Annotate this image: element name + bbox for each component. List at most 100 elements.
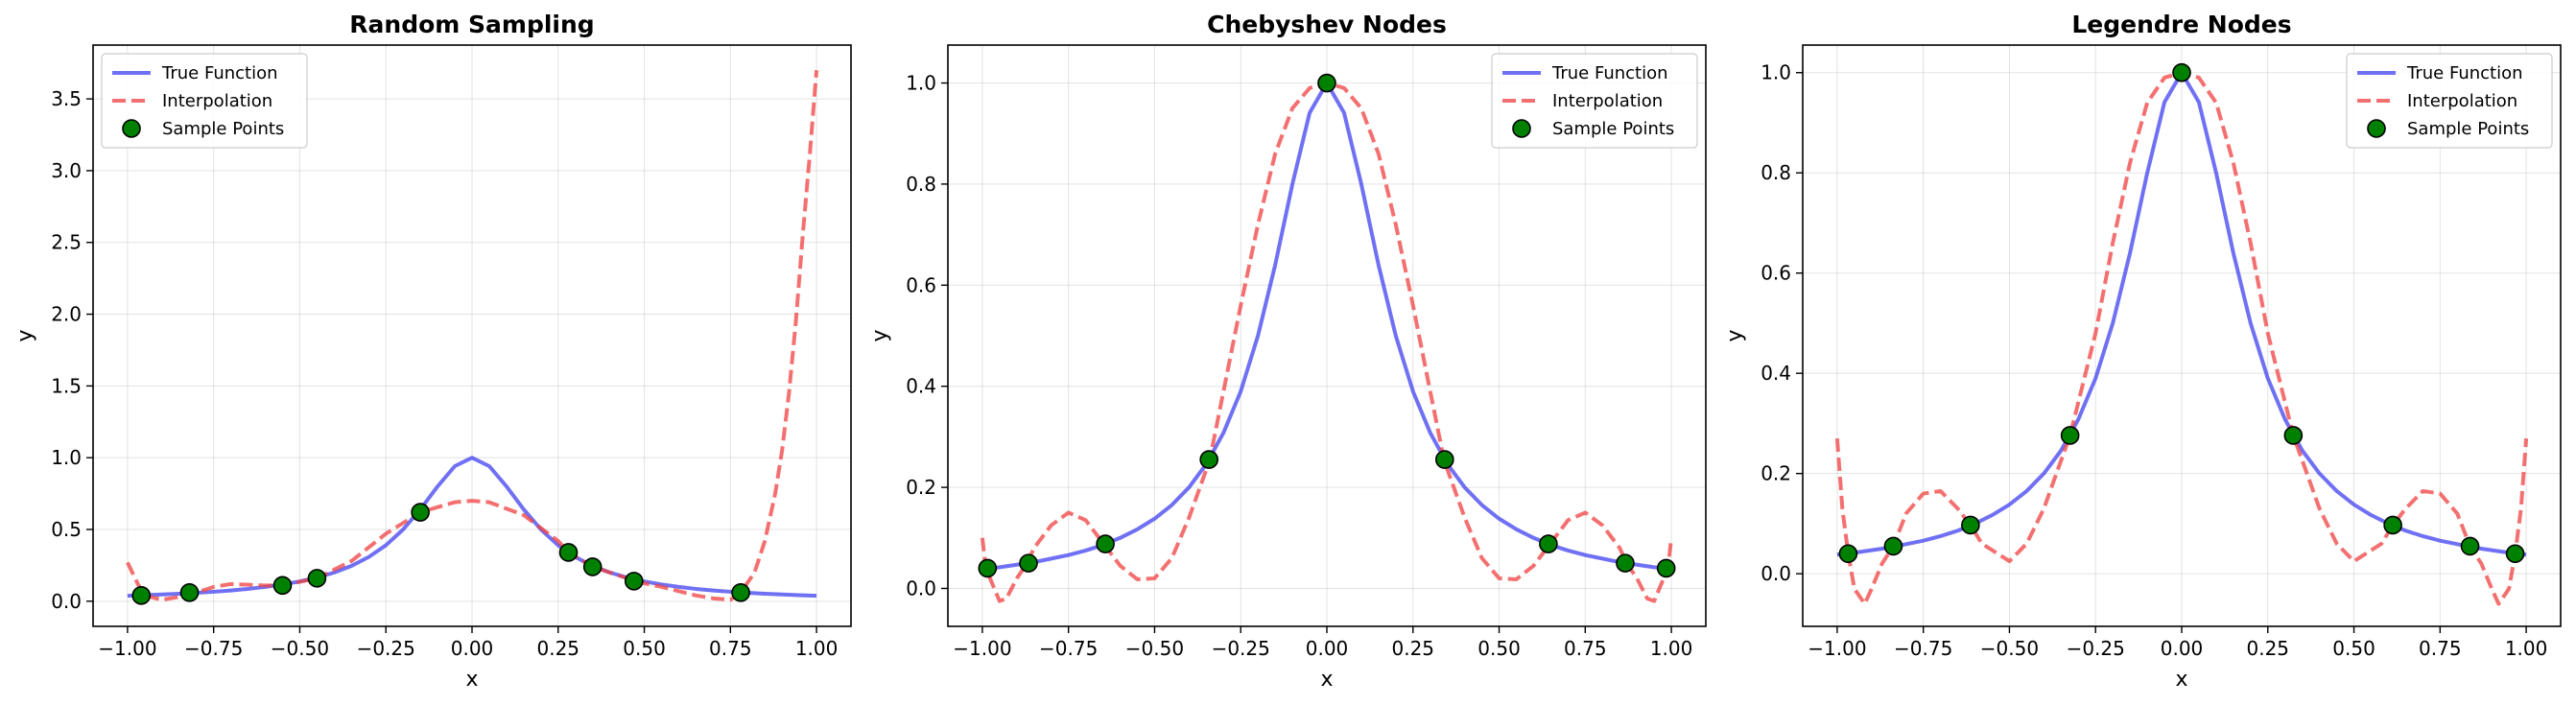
legend-marker (1512, 119, 1531, 138)
x-tick-label: 0.50 (623, 637, 666, 660)
sample-point (1096, 534, 1115, 553)
y-tick-label: 0.2 (1761, 462, 1791, 485)
legend-label: Sample Points (2407, 119, 2529, 139)
x-tick-label: 0.25 (1392, 637, 1435, 660)
legend: True Function Interpolation Sample Points (101, 53, 308, 149)
y-tick-label: 0.0 (906, 576, 936, 599)
sample-point (1838, 544, 1858, 564)
y-tick-label: 1.5 (51, 374, 82, 397)
legend-label: True Function (2406, 63, 2523, 83)
legend: True Function Interpolation Sample Points (2346, 53, 2553, 149)
chart-title: Chebyshev Nodes (1207, 11, 1447, 38)
sample-point (2172, 62, 2191, 82)
sample-point (2460, 536, 2480, 556)
x-tick-label: −0.75 (1894, 637, 1952, 660)
y-tick-label: 0.6 (1761, 262, 1791, 285)
x-tick-label: 0.00 (1306, 637, 1349, 660)
x-tick-label: 1.00 (795, 637, 839, 660)
y-tick-label: 1.0 (1761, 61, 1791, 84)
y-tick-label: 0.2 (906, 476, 936, 499)
x-tick-label: −1.00 (953, 637, 1011, 660)
x-tick-label: 0.00 (451, 637, 494, 660)
y-tick-label: 3.0 (51, 159, 82, 182)
y-tick-label: 2.0 (51, 303, 82, 326)
y-tick-label: 0.4 (906, 375, 936, 398)
x-tick-label: −0.25 (1212, 637, 1270, 660)
sample-point (1435, 450, 1454, 469)
sample-point (272, 576, 293, 596)
legend-label: Interpolation (2407, 91, 2517, 111)
true-function-line (127, 456, 817, 599)
x-tick-label: −1.00 (98, 637, 156, 660)
x-tick-label: 1.00 (2505, 637, 2548, 660)
y-tick-label: 1.0 (906, 72, 936, 95)
x-tick-label: −0.50 (271, 637, 329, 660)
sample-point (2505, 544, 2525, 564)
chart-title: Legendre Nodes (2071, 11, 2291, 38)
sample-point (1656, 558, 1676, 578)
y-axis-label: y (868, 329, 892, 341)
x-tick-label: 0.75 (2419, 637, 2462, 660)
sample-point (2283, 426, 2304, 445)
x-tick-label: 1.00 (1650, 637, 1693, 660)
sample-point (1539, 534, 1558, 553)
sample-point (558, 543, 579, 562)
legend: True Function Interpolation Sample Points (1491, 53, 1698, 149)
x-tick-label: −1.00 (1808, 637, 1866, 660)
x-tick-label: 0.75 (709, 637, 752, 660)
y-tick-label: 1.0 (51, 446, 82, 469)
subplot-3: −1.00 −0.75 −0.50 −0.25 0.00 0.25 0.50 0.75 1.00… (1723, 11, 2562, 692)
y-axis-label: y (13, 329, 37, 341)
y-tick-label: 3.5 (51, 87, 82, 110)
legend-label: Sample Points (1552, 119, 1674, 139)
y-tick-label: 0.0 (1761, 562, 1791, 585)
sample-point (131, 586, 152, 605)
sample-point (1199, 450, 1218, 469)
x-tick-label: 0.25 (537, 637, 580, 660)
x-tick-label: −0.75 (1039, 637, 1098, 660)
y-tick-label: 0.8 (1761, 161, 1791, 184)
legend-marker (122, 119, 141, 138)
sample-point (1019, 553, 1038, 573)
sample-point (1961, 515, 1980, 535)
y-tick-label: 0.0 (51, 590, 82, 613)
y-tick-label: 0.8 (906, 173, 936, 196)
x-tick-label: 0.00 (2161, 637, 2204, 660)
x-tick-label: 0.25 (2247, 637, 2290, 660)
x-tick-label: 0.50 (2332, 637, 2375, 660)
x-axis-label: x (1320, 668, 1333, 692)
sample-point (582, 557, 603, 576)
x-axis-label: x (2175, 668, 2187, 692)
subplot-1: −1.00 −0.75 −0.50 −0.25 0.00 0.25 0.50 0.75 1.00… (13, 11, 852, 692)
y-axis-label: y (1723, 329, 1747, 341)
y-tick-label: 2.5 (51, 231, 82, 254)
legend-label: Sample Points (162, 119, 284, 139)
sample-point (1883, 536, 1903, 556)
x-tick-label: −0.25 (357, 637, 415, 660)
sample-point (624, 572, 644, 591)
x-axis-label: x (465, 668, 478, 692)
sample-point (731, 583, 750, 602)
y-tick-label: 0.5 (51, 518, 82, 541)
sample-point (1616, 553, 1635, 573)
legend-box (1491, 53, 1698, 149)
chart-title: Random Sampling (349, 11, 594, 38)
x-tick-label: −0.25 (2067, 637, 2125, 660)
subplot-2: −1.00 −0.75 −0.50 −0.25 0.00 0.25 0.50 0.75 1.00… (868, 11, 1707, 692)
sample-point (2060, 426, 2080, 445)
x-tick-label: −0.50 (1980, 637, 2039, 660)
sample-point (411, 503, 430, 522)
x-tick-label: 0.50 (1477, 637, 1521, 660)
x-tick-label: −0.50 (1125, 637, 1184, 660)
y-tick-label: 0.6 (906, 273, 936, 296)
sample-point (1317, 73, 1336, 93)
legend-label: Interpolation (162, 91, 272, 111)
legend-marker (2367, 119, 2386, 138)
legend-box (101, 53, 308, 149)
sample-point (179, 583, 200, 602)
x-tick-label: −0.75 (184, 637, 243, 660)
y-tick-label: 0.4 (1761, 362, 1791, 385)
legend-box (2346, 53, 2553, 149)
x-tick-label: 0.75 (1564, 637, 1607, 660)
